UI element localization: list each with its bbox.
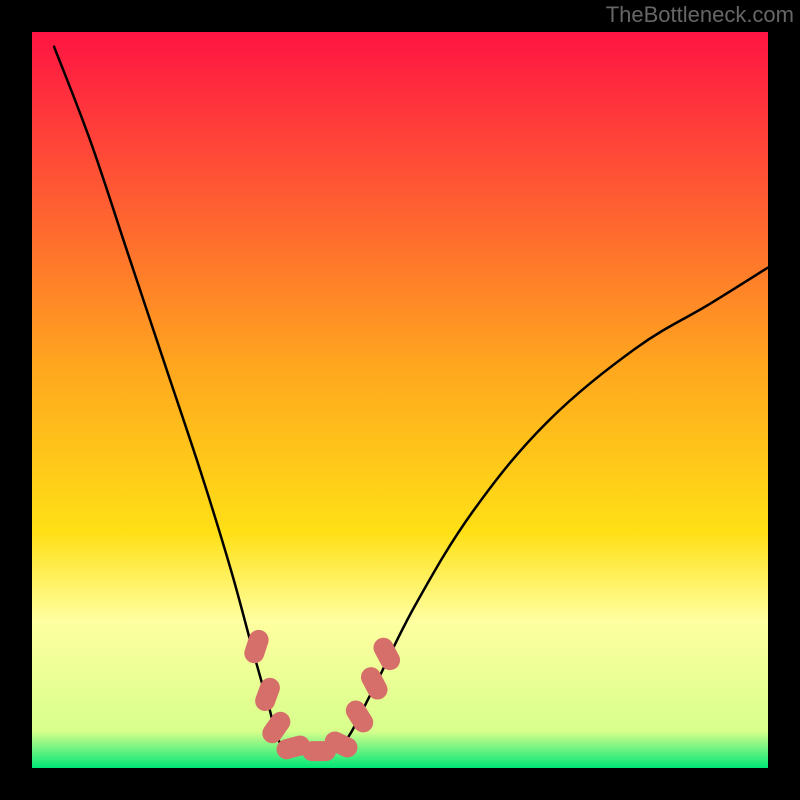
- chart-stage: TheBottleneck.com: [0, 0, 800, 800]
- plot-area: [32, 32, 768, 768]
- chart-svg: [0, 0, 800, 800]
